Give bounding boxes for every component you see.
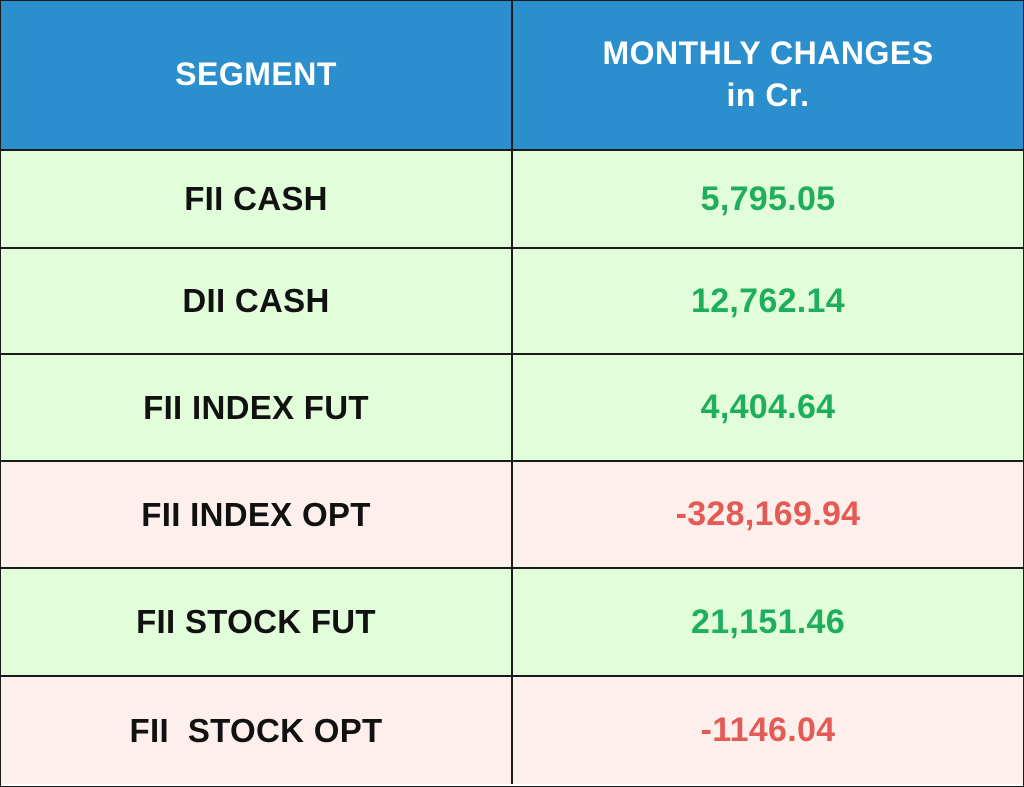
monthly-change-value: -1146.04 bbox=[700, 711, 836, 749]
value-cell: 4,404.64 bbox=[513, 355, 1023, 462]
segment-cell: DII CASH bbox=[1, 249, 513, 355]
value-cell: -328,169.94 bbox=[513, 462, 1023, 569]
header-monthly-label: MONTHLY CHANGES bbox=[602, 35, 934, 72]
value-cell: -1146.04 bbox=[513, 677, 1023, 784]
header-segment: SEGMENT bbox=[1, 1, 513, 151]
segment-name: FII STOCK OPT bbox=[129, 711, 383, 749]
segment-cell: FII STOCK OPT bbox=[1, 677, 513, 784]
segment-name: FII INDEX FUT bbox=[143, 388, 369, 426]
monthly-change-value: -328,169.94 bbox=[675, 495, 861, 533]
segment-name: FII STOCK FUT bbox=[136, 603, 376, 640]
segment-cell: FII INDEX FUT bbox=[1, 355, 513, 462]
monthly-change-value: 12,762.14 bbox=[691, 281, 845, 320]
segment-cell: FII INDEX OPT bbox=[1, 462, 513, 569]
monthly-change-value: 21,151.46 bbox=[691, 602, 845, 641]
monthly-change-value: 4,404.64 bbox=[700, 388, 836, 426]
monthly-change-value: 5,795.05 bbox=[700, 179, 836, 218]
segment-name: FII INDEX OPT bbox=[141, 495, 371, 533]
header-unit-label: in Cr. bbox=[726, 77, 810, 113]
value-cell: 12,762.14 bbox=[513, 249, 1023, 355]
segment-cell: FII STOCK FUT bbox=[1, 569, 513, 677]
segment-name: FII CASH bbox=[184, 180, 328, 217]
segment-cell: FII CASH bbox=[1, 151, 513, 249]
header-segment-label: SEGMENT bbox=[175, 56, 337, 93]
value-cell: 21,151.46 bbox=[513, 569, 1023, 677]
segment-name: DII CASH bbox=[182, 282, 330, 319]
value-cell: 5,795.05 bbox=[513, 151, 1023, 249]
header-monthly-changes: MONTHLY CHANGES in Cr. bbox=[513, 1, 1023, 151]
